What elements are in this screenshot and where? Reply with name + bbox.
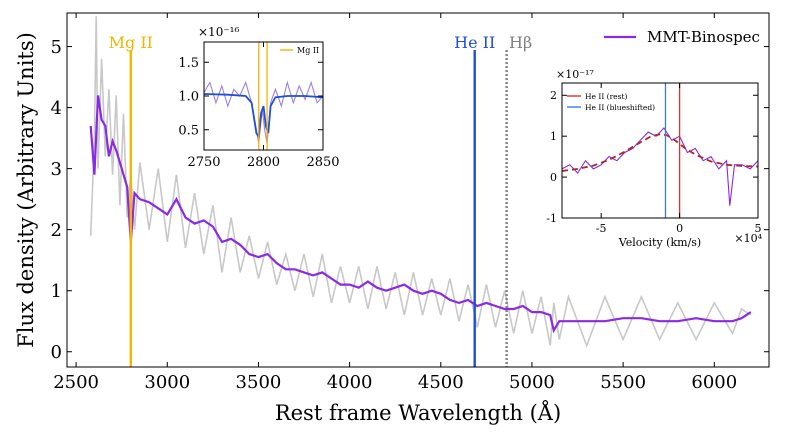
y-scale-label: ×10⁻¹⁶: [198, 25, 239, 39]
x-tick-label: 6000: [691, 372, 737, 393]
y-tick-label: 1: [550, 130, 557, 143]
y-tick-label: 4: [51, 98, 62, 119]
legend-label: He II (blueshifted): [585, 103, 655, 112]
x-tick-label: 2800: [247, 155, 280, 170]
y-scale-label: ×10⁻¹⁷: [556, 68, 594, 81]
series-line-0: [561, 127, 759, 206]
marker-label-1: He II: [454, 33, 495, 52]
x-scale-label: ×10⁴: [734, 232, 762, 245]
series-line-1: [561, 133, 759, 172]
y-axis-title: Flux density (Arbitrary Units): [14, 32, 38, 348]
x-tick-label: 5000: [509, 372, 555, 393]
x-tick-label: 3000: [144, 372, 190, 393]
x-tick-label: 4000: [327, 372, 373, 393]
y-tick-label: 1.5: [178, 56, 199, 71]
x-axis-title: Rest frame Wavelength (Å): [275, 400, 561, 425]
x-tick-label: 5: [755, 222, 762, 235]
x-tick-label: 3500: [236, 372, 282, 393]
y-tick-label: 2: [51, 220, 62, 241]
legend-label: MMT-Binospec: [647, 28, 760, 46]
main-plot: 2500 3000 3500 4000 4500 5000 5500 6000012345Re…: [14, 12, 770, 425]
series-line-0: [89, 95, 752, 334]
x-tick-label: 2500: [53, 372, 99, 393]
y-tick-label: 1: [51, 281, 62, 302]
y-tick-label: 1.0: [178, 90, 199, 105]
y-tick-label: 0.5: [178, 123, 199, 138]
x-axis-title: Velocity (km/s): [618, 236, 701, 249]
legend-label: He II (rest): [585, 92, 627, 101]
marker-label-2: Hβ: [509, 33, 532, 52]
marker-label-0: Mg II: [109, 33, 153, 52]
y-tick-label: -1: [546, 212, 557, 225]
x-tick-label: 2750: [187, 155, 220, 170]
y-tick-label: 3: [51, 159, 62, 180]
x-tick-label: 4500: [418, 372, 464, 393]
inset-heii-plot: -5 0 5 -1 0 1 2 ×10⁻¹⁷ ×10⁴ Velocity (km/s) He II …: [546, 68, 762, 249]
y-tick-label: 2: [550, 89, 557, 102]
x-tick-label: -5: [596, 222, 607, 235]
y-tick-label: 5: [51, 37, 62, 58]
y-tick-label: 0: [51, 342, 62, 363]
axes-frame: [561, 82, 759, 219]
series-line-0: [203, 80, 324, 144]
y-tick-label: 0: [550, 171, 557, 184]
x-tick-label: 5500: [600, 372, 646, 393]
axes-frame: [66, 12, 770, 368]
x-tick-label: 0: [676, 222, 683, 235]
x-tick-label: 2850: [306, 155, 339, 170]
inset-mgii-plot: 2750 2800 2850 0.5 1.0 1.5 ×10⁻¹⁶ Mg II: [178, 25, 339, 170]
inset-background: [562, 83, 758, 218]
series-line-1: [203, 93, 324, 140]
legend-label: Mg II: [297, 46, 319, 55]
